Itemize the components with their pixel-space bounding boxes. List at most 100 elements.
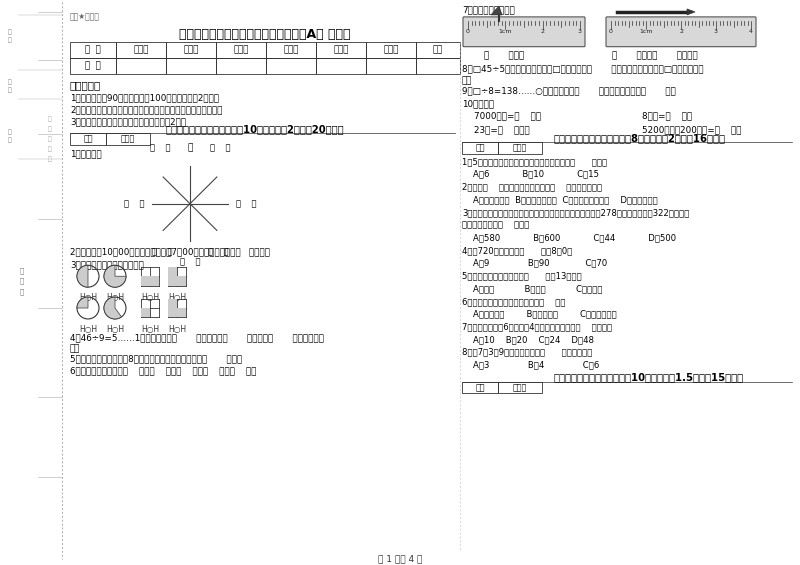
Text: 得  分: 得 分 [85,61,101,70]
Text: 学
校: 学 校 [8,30,12,44]
Wedge shape [104,266,126,287]
Text: 得分: 得分 [475,383,485,392]
Text: 要: 要 [48,136,52,142]
Text: 不: 不 [48,127,52,132]
Bar [462,381,498,393]
Bar [168,276,177,285]
Text: 三、仔细推敲，正确判断（共10小题，每题1.5分，共15分）。: 三、仔细推敲，正确判断（共10小题，每题1.5分，共15分）。 [554,372,744,383]
Bar [498,142,542,154]
Text: 0: 0 [466,29,470,34]
Text: 2: 2 [541,29,545,34]
Bar [216,58,266,73]
Text: 7000千克=（    ）吨: 7000千克=（ ）吨 [474,111,541,120]
Text: 3: 3 [714,29,718,34]
Text: 5．按农历计算，有的年份（      ）有13个月。: 5．按农历计算，有的年份（ ）有13个月。 [462,271,582,280]
Text: 选择题: 选择题 [183,45,198,54]
Text: 广州新电视塔高（    ）米。: 广州新电视塔高（ ）米。 [462,220,530,229]
Text: 3．看图写分数，并比较大小。: 3．看图写分数，并比较大小。 [70,260,144,270]
Bar [316,42,366,58]
Text: A．一定，可能  B．可能，不可能  C．不可能，不可能    D．可能，可能: A．一定，可能 B．可能，不可能 C．不可能，不可能 D．可能，可能 [462,195,658,204]
Text: 2: 2 [679,29,683,34]
FancyBboxPatch shape [606,17,756,47]
Text: （    ）: （ ） [180,257,200,266]
Text: 内: 内 [48,116,52,122]
Text: 1．填一填。: 1．填一填。 [70,149,102,158]
Text: 6．常用的长度单位有（    ）、（    ）、（    ）、（    ）、（    ）。: 6．常用的长度单位有（ ）、（ ）、（ ）、（ ）、（ ）。 [70,367,257,376]
Text: 8千克=（    ）克: 8千克=（ ）克 [642,111,692,120]
Text: 综合题: 综合题 [334,45,349,54]
Bar [216,42,266,58]
Bar [116,58,166,73]
Text: 微微★自用题: 微微★自用题 [70,12,100,21]
Text: 3．不要在试卷上乱写乱画，卷面不整洁扣2分。: 3．不要在试卷上乱写乱画，卷面不整洁扣2分。 [70,118,186,126]
Bar [168,299,177,308]
Text: 第 1 页共 4 页: 第 1 页共 4 页 [378,554,422,563]
Polygon shape [687,9,695,15]
Text: 3: 3 [578,29,582,34]
Text: （    ）: （ ） [150,143,170,152]
Text: 应用题: 应用题 [383,45,398,54]
Bar [266,58,316,73]
Text: 7．一个长方形长6厘米，宽4厘米，它的周长是（    ）厘米。: 7．一个长方形长6厘米，宽4厘米，它的周长是（ ）厘米。 [462,322,612,331]
Text: 2．小林晚上10：00睡觉，第二天早上7：00起床，他一共睡了（   ）小时。: 2．小林晚上10：00睡觉，第二天早上7：00起床，他一共睡了（ ）小时。 [70,247,270,257]
Text: 评卷人: 评卷人 [513,144,527,153]
FancyBboxPatch shape [463,17,585,47]
Text: （    ）: （ ） [124,199,144,208]
Text: A．开关抽屉        B．打开瓶盖        C．转动的风车: A．开关抽屉 B．打开瓶盖 C．转动的风车 [462,310,617,319]
Text: 得分: 得分 [475,144,485,153]
Text: 长春版三年级数学上学期能力检测试题A卷 含答案: 长春版三年级数学上学期能力检测试题A卷 含答案 [179,28,350,41]
Text: 得分: 得分 [83,134,93,144]
Text: 7．量出钉子的长度。: 7．量出钉子的长度。 [462,5,515,14]
Bar [177,276,186,285]
Text: 4: 4 [749,29,753,34]
Text: H○H: H○H [168,325,186,334]
Bar [266,42,316,58]
Text: 10．换算。: 10．换算。 [462,99,494,108]
Text: A．580            B．600            C．44            D．500: A．580 B．600 C．44 D．500 [462,233,676,242]
Text: A．一定           B．可能           C．不可能: A．一定 B．可能 C．不可能 [462,284,602,293]
Text: 4．从720里连续减去（      ）个8得0。: 4．从720里连续减去（ ）个8得0。 [462,246,572,255]
Text: 9．□÷8=138……○，余数最大填（       ），这时被除数是（       ）。: 9．□÷8=138……○，余数最大填（ ），这时被除数是（ ）。 [462,86,676,95]
Text: 计算题: 计算题 [283,45,298,54]
Text: ）。: ）。 [462,76,473,85]
Text: 6．下面现象中属于平移现象的是（    ）。: 6．下面现象中属于平移现象的是（ ）。 [462,297,566,306]
Bar [416,58,460,73]
Bar [462,142,498,154]
Text: A．6            B．10            C．15: A．6 B．10 C．15 [462,170,599,179]
Text: H○H: H○H [79,293,97,302]
Bar [150,276,159,285]
Text: 5200千克－200千克=（    ）吨: 5200千克－200千克=（ ）吨 [642,125,742,134]
Bar [166,58,216,73]
Text: 1．考试时间：90分钟，满分为100分（含卷面分2分）。: 1．考试时间：90分钟，满分为100分（含卷面分2分）。 [70,93,219,102]
Text: H○H: H○H [141,325,159,334]
Text: 23吨=（    ）千克: 23吨=（ ）千克 [474,125,530,134]
Bar [498,381,542,393]
Text: 1cm: 1cm [639,29,653,34]
Text: 评卷人: 评卷人 [121,134,135,144]
Text: 2．请首先按要求在试卷的指定位置填写您的姓名、班级、学号。: 2．请首先按要求在试卷的指定位置填写您的姓名、班级、学号。 [70,105,222,114]
Wedge shape [104,297,122,319]
Text: 姓
名: 姓 名 [8,129,12,142]
Text: 2．明天（    ）会下雨，今天下午我（    ）游遍全世界。: 2．明天（ ）会下雨，今天下午我（ ）游遍全世界。 [462,182,602,192]
Text: 题: 题 [48,156,52,162]
Bar [106,133,150,145]
Text: 填空题: 填空题 [134,45,149,54]
Bar [177,308,186,318]
Bar [116,42,166,58]
Bar [70,58,116,73]
Bar [168,267,177,276]
Text: 北: 北 [187,143,193,152]
Bar [168,308,177,318]
Bar [141,308,150,318]
Text: （    ）: （ ） [236,199,256,208]
Bar [316,58,366,73]
Text: H○H: H○H [79,325,97,334]
Text: 一、用心思考，正确填空（共10小题，每题2分，共20分）。: 一、用心思考，正确填空（共10小题，每题2分，共20分）。 [165,124,344,134]
Bar [366,58,416,73]
Bar [166,42,216,58]
Text: H○H: H○H [106,293,124,302]
Text: 5．小明从一楼到三楼用8秒，照这样他从一楼到五楼用（       ）秒。: 5．小明从一楼到三楼用8秒，照这样他从一楼到五楼用（ ）秒。 [70,355,242,364]
Text: 二、反复比较，慎重选择（共8小题，每题2分，共16分）。: 二、反复比较，慎重选择（共8小题，每题2分，共16分）。 [554,133,726,143]
Text: 装
订
线: 装 订 线 [20,267,24,295]
Text: （       ）毫米: （ ）毫米 [484,51,524,60]
